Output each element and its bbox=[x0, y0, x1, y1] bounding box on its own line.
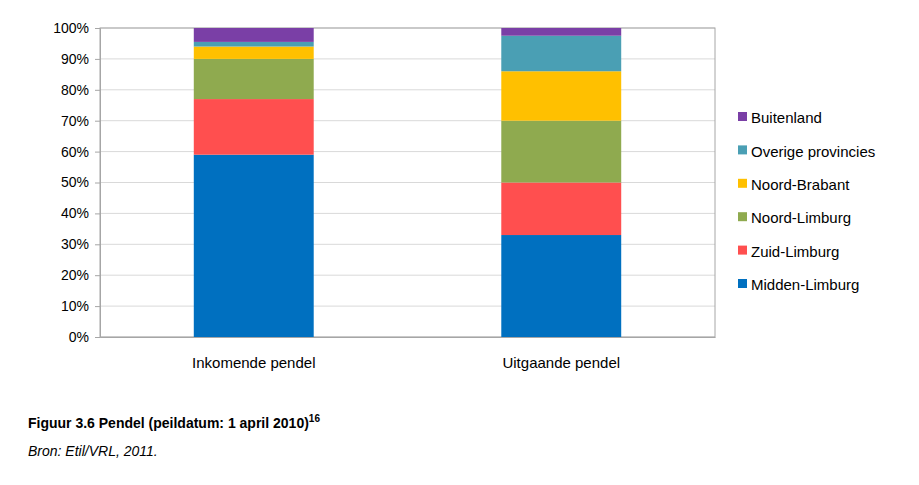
tick-label: 20% bbox=[61, 267, 89, 283]
tick-mark bbox=[95, 152, 100, 153]
x-axis: Inkomende pendel Uitgaande pendel bbox=[101, 337, 716, 371]
tick-label: 10% bbox=[61, 298, 89, 314]
bar-segment bbox=[501, 183, 621, 236]
tick-label: 90% bbox=[61, 51, 89, 67]
tick-mark bbox=[95, 244, 100, 245]
tick: 80% bbox=[61, 82, 100, 98]
category-label: Uitgaande pendel bbox=[502, 354, 620, 371]
title-text: Figuur 3.6 Pendel (peildatum: 1 april 20… bbox=[28, 415, 309, 431]
grid-line bbox=[100, 182, 715, 183]
tick: 60% bbox=[61, 144, 100, 160]
bar-segment bbox=[194, 155, 314, 337]
grid-line bbox=[100, 151, 715, 152]
legend-item: Buitenland bbox=[738, 109, 822, 126]
tick: 30% bbox=[61, 236, 100, 252]
grid bbox=[100, 28, 715, 337]
legend-item: Noord-Limburg bbox=[738, 209, 851, 226]
tick-label: 100% bbox=[53, 20, 89, 36]
title-note: 16 bbox=[309, 413, 321, 424]
bar-segment bbox=[501, 71, 621, 120]
tick: 70% bbox=[61, 113, 100, 129]
bar-segment bbox=[501, 235, 621, 337]
legend-swatch bbox=[738, 212, 747, 221]
tick-mark bbox=[95, 90, 100, 91]
legend-label: Midden-Limburg bbox=[751, 276, 859, 293]
bar-segment bbox=[501, 36, 621, 72]
axis-line bbox=[101, 337, 716, 338]
bar-segment bbox=[194, 99, 314, 155]
grid-line bbox=[100, 306, 715, 307]
legend-item: Overige provincies bbox=[738, 143, 875, 160]
tick: 10% bbox=[61, 298, 100, 314]
tick-label: 40% bbox=[61, 205, 89, 221]
series bbox=[194, 28, 621, 42]
legend-label: Noord-Brabant bbox=[751, 176, 850, 193]
title: Figuur 3.6 Pendel (peildatum: 1 april 20… bbox=[28, 413, 320, 431]
tick-mark bbox=[95, 121, 100, 122]
legend-swatch bbox=[738, 179, 747, 188]
bar-segment bbox=[194, 28, 314, 42]
tick-label: 0% bbox=[69, 329, 89, 345]
bar-segment bbox=[194, 59, 314, 99]
tick-label: 70% bbox=[61, 113, 89, 129]
grid-line bbox=[100, 275, 715, 276]
category-label: Inkomende pendel bbox=[192, 354, 315, 371]
y-axis: 0% 10% 20% 30% 40% 50% 60% 70% 80% 90% 100% bbox=[53, 20, 100, 345]
legend-label: Zuid-Limburg bbox=[751, 243, 839, 260]
legend-label: Buitenland bbox=[751, 109, 822, 126]
chart: 0% 10% 20% 30% 40% 50% 60% 70% 80% 90% 100% Inkomen… bbox=[0, 0, 919, 485]
tick-label: 50% bbox=[61, 174, 89, 190]
legend-label: Noord-Limburg bbox=[751, 209, 851, 226]
bar-segment bbox=[194, 42, 314, 47]
tick-mark bbox=[95, 337, 100, 338]
tick-label: 80% bbox=[61, 82, 89, 98]
tick-mark bbox=[95, 183, 100, 184]
tick-mark bbox=[95, 275, 100, 276]
legend-swatch bbox=[738, 246, 747, 255]
tick: 100% bbox=[53, 20, 100, 36]
tick: 50% bbox=[61, 174, 100, 190]
tick-mark bbox=[95, 306, 100, 307]
grid-line bbox=[100, 120, 715, 121]
grid-line bbox=[100, 213, 715, 214]
bar-segment bbox=[501, 28, 621, 36]
tick: 0% bbox=[69, 329, 100, 345]
legend-swatch bbox=[738, 145, 747, 154]
tick: 40% bbox=[61, 205, 100, 221]
legend-swatch bbox=[738, 112, 747, 121]
tick-mark bbox=[95, 28, 100, 29]
grid-line bbox=[100, 244, 715, 245]
tick: 90% bbox=[61, 51, 100, 67]
tick: Inkomende pendel bbox=[192, 337, 315, 371]
legend-item: Noord-Brabant bbox=[738, 176, 850, 193]
legend: Midden-Limburg Zuid-Limburg Noord-Limburg N… bbox=[738, 109, 875, 293]
grid-line bbox=[100, 58, 715, 59]
series bbox=[194, 59, 621, 183]
bar-segment bbox=[501, 121, 621, 183]
bars bbox=[194, 28, 621, 337]
tick-label: 60% bbox=[61, 144, 89, 160]
legend-label: Overige provincies bbox=[751, 143, 875, 160]
grid-line bbox=[100, 89, 715, 90]
plot-frame bbox=[100, 28, 715, 337]
tick: Uitgaande pendel bbox=[502, 337, 620, 371]
tick-mark bbox=[95, 59, 100, 60]
tick-label: 30% bbox=[61, 236, 89, 252]
bar-segment bbox=[194, 47, 314, 59]
tick: 20% bbox=[61, 267, 100, 283]
tick-mark bbox=[95, 213, 100, 214]
legend-item: Midden-Limburg bbox=[738, 276, 859, 293]
axis-line bbox=[95, 29, 101, 338]
source: Bron: Etil/VRL, 2011. bbox=[28, 443, 158, 459]
legend-item: Zuid-Limburg bbox=[738, 243, 839, 260]
legend-swatch bbox=[738, 279, 747, 288]
